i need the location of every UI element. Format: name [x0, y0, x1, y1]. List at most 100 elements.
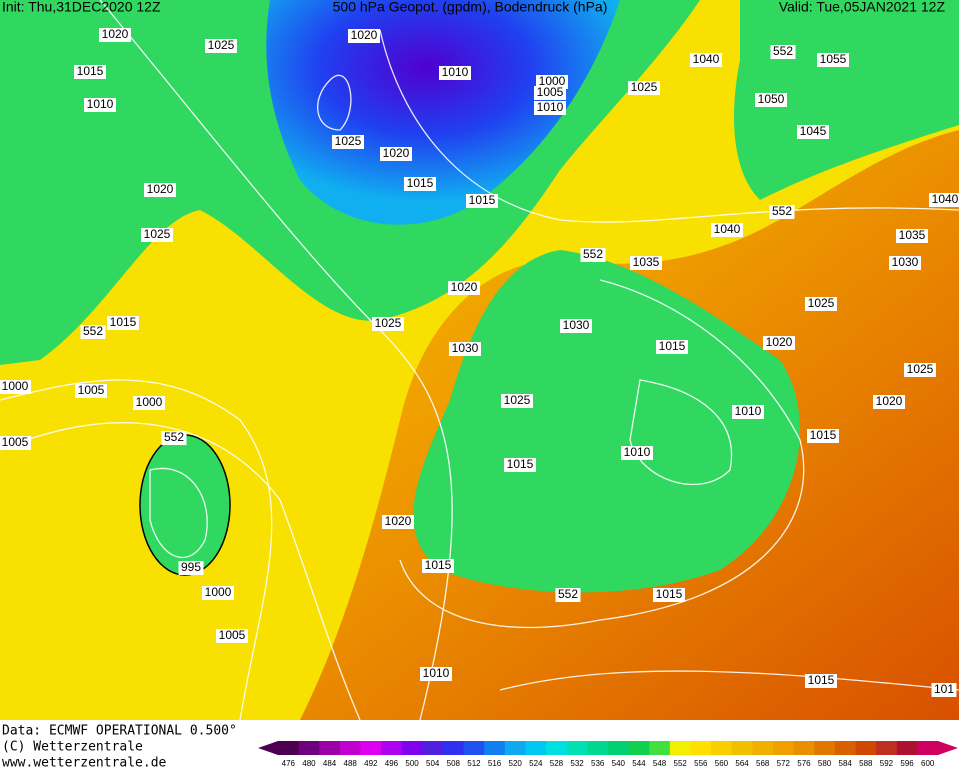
init-time: Init: Thu,31DEC2020 12Z [2, 0, 161, 15]
colorbar-label: 556 [694, 759, 708, 768]
isobar-label: 1025 [144, 227, 171, 241]
isobar-label: 1015 [808, 673, 835, 687]
colorbar-swatch [381, 741, 403, 755]
isobar-label: 1000 [205, 585, 232, 599]
colorbar-label: 580 [818, 759, 832, 768]
isobar-label: 1020 [383, 146, 410, 160]
isobar-label: 552 [772, 204, 792, 218]
isobar-label: 1010 [87, 97, 114, 111]
label-bg [630, 256, 662, 270]
isobar-label: 1040 [714, 222, 741, 236]
label-bg [75, 384, 107, 398]
isobar-label: 1055 [820, 52, 847, 66]
label-bg [770, 45, 796, 59]
isobar-label: 1025 [808, 296, 835, 310]
colorbar-swatch [669, 741, 691, 755]
isobar-label: 1015 [469, 193, 496, 207]
isobar-label: 1025 [631, 80, 658, 94]
colorbar-label: 480 [302, 759, 316, 768]
label-bg [931, 683, 957, 697]
isobar-label: 1015 [110, 315, 137, 329]
colorbar-label: 584 [839, 759, 853, 768]
label-bg [769, 205, 795, 219]
label-bg [656, 340, 688, 354]
label-bg [807, 429, 839, 443]
label-bg [805, 297, 837, 311]
colorbar-label: 476 [282, 759, 296, 768]
label-bg [501, 394, 533, 408]
colorbar-swatch [731, 741, 753, 755]
label-bg [0, 436, 31, 450]
isobar-label: 1025 [375, 316, 402, 330]
label-bg [797, 125, 829, 139]
isobar-label: 1025 [335, 134, 362, 148]
isobar-label: 1000 [539, 74, 566, 88]
colorbar-label: 504 [426, 759, 440, 768]
label-bg [560, 319, 592, 333]
label-bg [439, 66, 471, 80]
label-bg [805, 674, 837, 688]
colorbar-label: 508 [447, 759, 461, 768]
isobar-label: 1040 [693, 52, 720, 66]
label-bg [348, 29, 380, 43]
colorbar-swatch [298, 741, 320, 755]
label-bg [133, 396, 165, 410]
label-bg [372, 317, 404, 331]
colorbar-swatch [917, 741, 939, 755]
colorbar-swatch [319, 741, 341, 755]
colorbar-label: 592 [880, 759, 894, 768]
isobar-label: 1020 [876, 394, 903, 408]
colorbar-swatch [422, 741, 444, 755]
label-bg [382, 515, 414, 529]
isobar-label: 1010 [624, 445, 651, 459]
label-bg [755, 93, 787, 107]
label-bg [621, 446, 653, 460]
isobar-label: 101 [934, 682, 954, 696]
colorbar-label: 576 [797, 759, 811, 768]
label-bg [732, 405, 764, 419]
colorbar-swatch [896, 741, 918, 755]
isobar-label: 1015 [425, 558, 452, 572]
label-bg [896, 229, 928, 243]
isobar-label: 1020 [766, 335, 793, 349]
colorbar-swatch [278, 741, 300, 755]
isobar-label: 552 [83, 324, 103, 338]
label-bg [178, 561, 204, 575]
colorbar-arrow-left [258, 741, 278, 755]
label-bg [711, 223, 743, 237]
colorbar-label: 532 [570, 759, 584, 768]
colorbar-swatch [711, 741, 733, 755]
isobar-label: 1000 [136, 395, 163, 409]
colorbar-swatch [504, 741, 526, 755]
isobar-label: 1005 [537, 85, 564, 99]
url: www.wetterzentrale.de [2, 756, 167, 770]
colorbar-label: 552 [674, 759, 688, 768]
colorbar-swatch [814, 741, 836, 755]
isobar-label: 1025 [907, 362, 934, 376]
isobar-label: 1015 [810, 428, 837, 442]
label-bg [449, 342, 481, 356]
label-bg [332, 135, 364, 149]
data-source: Data: ECMWF OPERATIONAL 0.500° [2, 724, 237, 739]
label-bg [420, 667, 452, 681]
colorbar-label: 572 [777, 759, 791, 768]
label-bg [205, 39, 237, 53]
label-bg [536, 75, 568, 89]
isobar-label: 1045 [800, 124, 827, 138]
colorbar-arrow-right [938, 741, 958, 755]
isobar-label: 1030 [563, 318, 590, 332]
label-bg [80, 325, 106, 339]
colorbar-swatch [649, 741, 671, 755]
isobar-label: 1005 [78, 383, 105, 397]
isobar-label: 1050 [758, 92, 785, 106]
colorbar-label: 544 [632, 759, 646, 768]
colorbar-label: 500 [405, 759, 419, 768]
isobar-label: 552 [558, 587, 578, 601]
colorbar-swatch [773, 741, 795, 755]
colorbar-label: 560 [715, 759, 729, 768]
colorbar-swatch [855, 741, 877, 755]
label-bg [653, 588, 685, 602]
colorbar-swatch [834, 741, 856, 755]
isobar-label: 1015 [407, 176, 434, 190]
isobar-label: 552 [773, 44, 793, 58]
